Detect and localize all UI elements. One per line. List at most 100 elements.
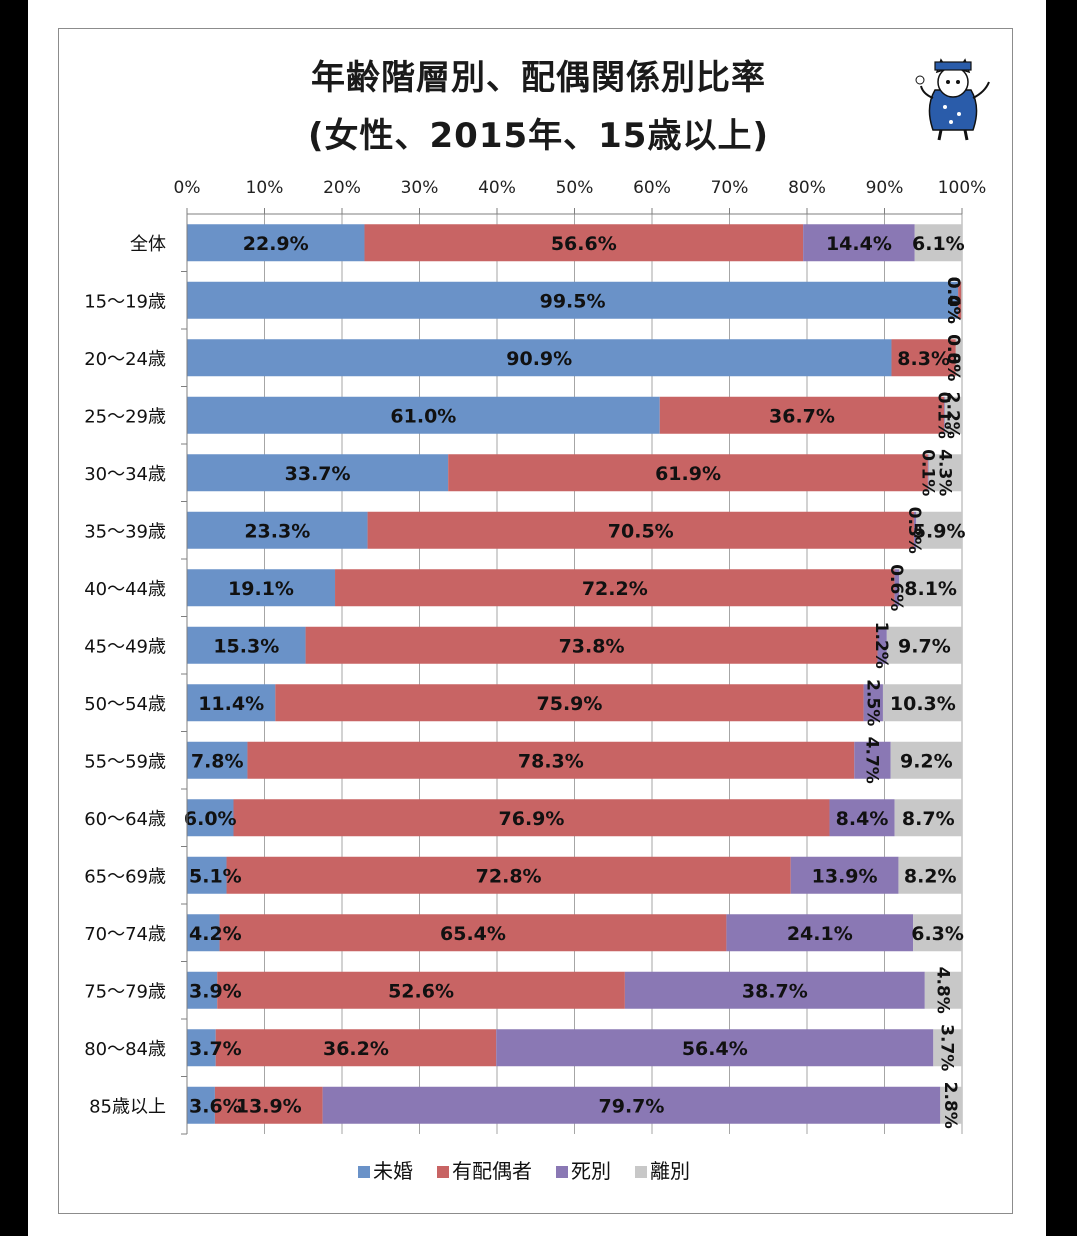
data-label: 65.4% [440, 923, 506, 945]
data-label: 6.0% [184, 808, 237, 830]
x-tick-label: 90% [866, 178, 904, 198]
x-tick-label: 100% [938, 178, 987, 198]
x-tick-label: 80% [788, 178, 826, 198]
legend-label: 離別 [650, 1159, 690, 1183]
data-label: 14.4% [826, 233, 892, 255]
bar-segment [215, 1029, 497, 1067]
data-label: 33.7% [285, 463, 351, 485]
bar-segment [364, 224, 804, 262]
data-label: 5.1% [189, 865, 242, 887]
bar-segment [335, 569, 895, 607]
data-label: 0.8% [943, 334, 963, 381]
bar-segment [226, 856, 791, 894]
data-label: 70.5% [608, 520, 674, 542]
bar-segment [187, 741, 248, 779]
x-tick-label: 40% [478, 178, 516, 198]
x-tick-label: 10% [246, 178, 284, 198]
bar-segment [899, 569, 962, 607]
data-label: 6.1% [912, 233, 965, 255]
data-label: 1.2% [871, 622, 891, 669]
bar-segment [803, 224, 915, 262]
data-label: 2.8% [940, 1082, 960, 1129]
bar-segment [924, 971, 962, 1009]
category-label: 25〜29歳 [84, 406, 166, 427]
bar-segment [928, 454, 962, 492]
data-label: 0.1% [934, 392, 954, 439]
data-label: 2.2% [942, 392, 962, 439]
bar-segment [275, 684, 864, 722]
bar-segment [955, 339, 962, 377]
bar-segment [187, 454, 449, 492]
data-label: 52.6% [388, 980, 454, 1002]
bar-segment [877, 626, 887, 664]
bar-segment [219, 914, 727, 952]
data-label: 0.0% [943, 277, 963, 324]
bar-segment [187, 511, 368, 549]
bar-segment [958, 281, 962, 319]
data-label: 4.2% [189, 923, 242, 945]
bar-segment [247, 741, 855, 779]
bar-segment [233, 799, 830, 837]
category-label: 80〜84歳 [84, 1039, 166, 1060]
chart-title-line2: (女性、2015年、15歳以上) [307, 116, 770, 156]
data-label: 61.9% [655, 463, 721, 485]
data-label: 4.7% [861, 737, 881, 784]
data-label: 7.8% [191, 750, 244, 772]
bar-segment [305, 626, 878, 664]
legend-label: 有配偶者 [452, 1159, 532, 1183]
data-label: 36.7% [769, 405, 835, 427]
data-label: 6.3% [911, 923, 964, 945]
data-label: 22.9% [243, 233, 309, 255]
legend-label: 未婚 [373, 1159, 413, 1183]
category-label: 70〜74歳 [84, 924, 166, 945]
category-label: 60〜64歳 [84, 809, 166, 830]
bar-segment [187, 224, 365, 262]
bar-segment [217, 971, 625, 1009]
data-label: 90.9% [506, 348, 572, 370]
data-label: 0.3% [904, 507, 924, 554]
data-label: 8.7% [902, 808, 955, 830]
cat-mascot-icon [915, 58, 990, 141]
bar-segment [187, 684, 276, 722]
bar-segment [187, 1086, 215, 1124]
bar-segment [913, 511, 917, 549]
legend-label: 死別 [571, 1159, 611, 1183]
category-label: 85歳以上 [89, 1096, 166, 1117]
bar-segment [187, 971, 218, 1009]
legend-swatch [358, 1166, 370, 1178]
bar-segment [886, 626, 962, 664]
data-label: 24.1% [787, 923, 853, 945]
data-label: 3.7% [937, 1024, 957, 1071]
data-label: 99.5% [540, 290, 606, 312]
bar-segment [916, 511, 962, 549]
data-label: 3.6% [189, 1095, 242, 1117]
bar-segment [187, 569, 336, 607]
bar-segment [854, 741, 891, 779]
data-label: 13.9% [236, 1095, 302, 1117]
bar-segment [187, 281, 959, 319]
legend-swatch [556, 1166, 568, 1178]
bar-segment [187, 914, 220, 952]
bar-segment [322, 1086, 941, 1124]
category-label: 75〜79歳 [84, 981, 166, 1002]
bar-segment [448, 454, 928, 492]
bar-segment [829, 799, 895, 837]
data-label: 23.3% [244, 520, 310, 542]
bar-segment [894, 799, 962, 837]
bar-segment [496, 1029, 934, 1067]
data-label: 2.5% [862, 679, 882, 726]
data-label: 10.3% [890, 693, 956, 715]
bar-segment [944, 396, 962, 434]
bar-segment [187, 396, 660, 434]
data-label: 38.7% [742, 980, 808, 1002]
data-label: 13.9% [812, 865, 878, 887]
data-label: 3.9% [189, 980, 242, 1002]
bar-segment [790, 856, 899, 894]
category-label: 20〜24歳 [84, 349, 166, 370]
data-label: 61.0% [390, 405, 456, 427]
data-label: 4.8% [932, 967, 952, 1014]
data-label: 75.9% [537, 693, 603, 715]
data-label: 36.2% [323, 1038, 389, 1060]
bar-segment [890, 741, 962, 779]
data-label: 8.3% [897, 348, 950, 370]
